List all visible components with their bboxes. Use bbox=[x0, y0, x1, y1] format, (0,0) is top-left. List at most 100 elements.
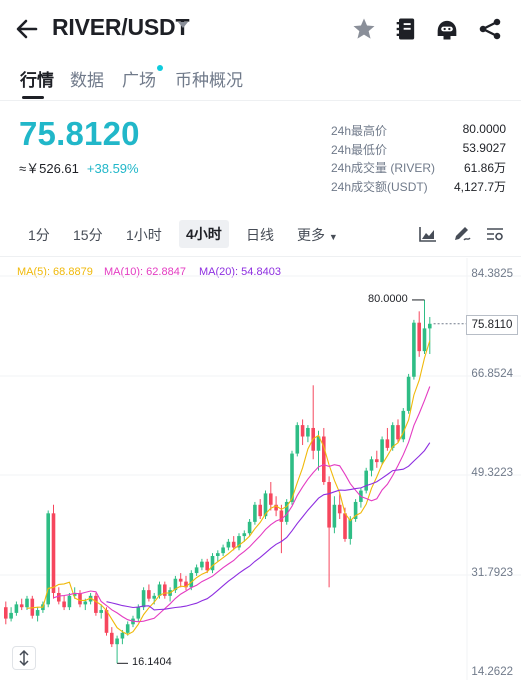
candle-body bbox=[380, 439, 384, 463]
candle-body bbox=[200, 561, 204, 568]
candle-body bbox=[401, 410, 406, 440]
share-icon[interactable] bbox=[476, 15, 504, 43]
active-tab-indicator bbox=[22, 96, 44, 99]
candle-body bbox=[189, 573, 194, 588]
candle-body bbox=[406, 376, 411, 411]
chevron-down-icon: ▼ bbox=[328, 232, 338, 242]
candle-body bbox=[348, 519, 353, 539]
candle-body bbox=[417, 322, 421, 352]
interval-1h[interactable]: 1小时 bbox=[126, 227, 162, 243]
candle-body bbox=[290, 453, 294, 502]
content-tabs: 行情 数据 广场 币种概况 bbox=[0, 60, 521, 100]
star-icon[interactable] bbox=[350, 15, 378, 43]
high-marker-label: 80.0000 bbox=[368, 293, 408, 305]
chevron-down-icon[interactable] bbox=[178, 22, 188, 28]
low-marker-label: 16.1404 bbox=[132, 656, 172, 668]
candle-body bbox=[62, 601, 66, 608]
interval-1d[interactable]: 日线 bbox=[246, 227, 274, 243]
candle-body bbox=[72, 592, 77, 596]
interval-more-label: 更多 bbox=[297, 227, 325, 243]
stat-row: 24h最高价 80.0000 bbox=[331, 122, 506, 141]
candle-body bbox=[343, 513, 347, 539]
candle-body bbox=[332, 504, 337, 528]
tab-data[interactable]: 数据 bbox=[70, 71, 104, 90]
interval-toolbar: 1分 15分 1小时 4小时 日线 更多 ▼ bbox=[0, 216, 521, 252]
last-price: 75.8120 bbox=[19, 115, 140, 152]
trading-pair-title[interactable]: RIVER/USDT bbox=[52, 14, 190, 40]
tab-coin-overview[interactable]: 币种概况 bbox=[175, 71, 243, 90]
pen-icon[interactable] bbox=[452, 225, 472, 243]
stat-row: 24h成交额(USDT) 4,127.7万 bbox=[331, 178, 506, 197]
stat-value: 80.0000 bbox=[462, 122, 506, 136]
arrow-left-icon[interactable] bbox=[14, 16, 40, 42]
candle-body bbox=[67, 595, 72, 608]
candle-body bbox=[263, 493, 268, 517]
chart-indicator-icon[interactable] bbox=[418, 225, 438, 243]
interval-15m[interactable]: 15分 bbox=[73, 227, 103, 243]
candle-body bbox=[226, 541, 231, 548]
stats-panel: 24h最高价 80.0000 24h最低价 53.9027 24h成交量 (RIVE… bbox=[331, 122, 506, 196]
ma5-line bbox=[26, 340, 431, 636]
candle-body bbox=[4, 607, 8, 619]
candle-body bbox=[78, 592, 82, 605]
interval-1m[interactable]: 1分 bbox=[28, 227, 50, 243]
candle-body bbox=[141, 590, 146, 608]
interval-4h[interactable]: 4小时 bbox=[179, 220, 229, 248]
candle-body bbox=[19, 604, 24, 608]
candle-body bbox=[51, 513, 56, 593]
candle-body bbox=[120, 632, 125, 639]
candle-body bbox=[205, 561, 209, 571]
candle-body bbox=[390, 425, 395, 448]
candlestick-chart[interactable] bbox=[0, 258, 521, 680]
divider bbox=[0, 256, 521, 257]
candle-body bbox=[94, 595, 98, 613]
stat-label: 24h最高价 bbox=[331, 124, 388, 138]
candle-body bbox=[147, 590, 151, 599]
candle-body bbox=[385, 439, 390, 448]
ma10-label: MA(10): 62.8847 bbox=[104, 266, 186, 278]
candle-body bbox=[210, 555, 215, 571]
candle-body bbox=[231, 541, 236, 548]
candle-body bbox=[284, 501, 289, 522]
vertical-expand-icon[interactable] bbox=[12, 646, 36, 670]
candle-body bbox=[57, 592, 61, 602]
ma10-line bbox=[53, 386, 431, 623]
stat-value: 4,127.7万 bbox=[453, 179, 506, 194]
stat-value: 61.86万 bbox=[463, 161, 506, 175]
candle-body bbox=[104, 610, 109, 633]
candle-body bbox=[157, 584, 162, 596]
candle-body bbox=[136, 607, 141, 619]
candle-body bbox=[242, 533, 247, 537]
candle-body bbox=[300, 425, 305, 437]
tab-square[interactable]: 广场 bbox=[122, 71, 156, 90]
current-price-tag: 75.8110 bbox=[466, 315, 518, 335]
divider bbox=[0, 100, 521, 101]
candle-body bbox=[375, 459, 379, 463]
y-tick-label: 84.3825 bbox=[471, 268, 513, 280]
stat-label: 24h最低价 bbox=[331, 142, 388, 157]
candle-body bbox=[14, 604, 19, 613]
stat-row: 24h最低价 53.9027 bbox=[331, 141, 506, 160]
ma20-line bbox=[106, 442, 431, 611]
ma5-label: MA(5): 68.8879 bbox=[17, 266, 93, 278]
interval-more[interactable]: 更多 ▼ bbox=[297, 225, 338, 245]
candle-body bbox=[184, 581, 188, 588]
notebook-icon[interactable] bbox=[392, 15, 420, 43]
candle-body bbox=[194, 567, 199, 574]
candle-body bbox=[396, 425, 400, 440]
cny-price: ≈￥526.61 bbox=[19, 161, 79, 176]
top-bar: RIVER/USDT bbox=[0, 0, 521, 56]
candle-body bbox=[115, 638, 119, 645]
candle-body bbox=[258, 504, 262, 517]
candle-body bbox=[216, 553, 220, 556]
candle-body bbox=[152, 595, 156, 599]
candle-body bbox=[412, 322, 416, 377]
bot-icon[interactable] bbox=[433, 15, 461, 43]
tab-market[interactable]: 行情 bbox=[20, 71, 54, 90]
candle-body bbox=[337, 504, 342, 514]
candle-body bbox=[306, 427, 310, 437]
candle-body bbox=[253, 504, 257, 522]
candle-body bbox=[237, 536, 241, 548]
candle-body bbox=[30, 598, 35, 616]
settings-icon[interactable] bbox=[485, 225, 505, 243]
